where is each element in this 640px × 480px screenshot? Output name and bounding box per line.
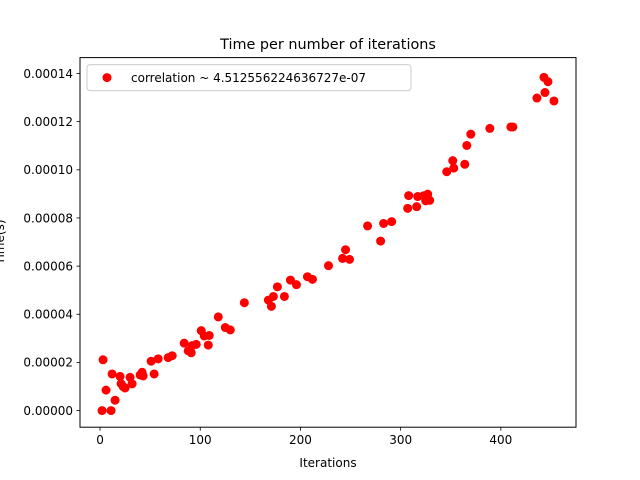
x-tick-label: 300 bbox=[389, 433, 412, 447]
data-point bbox=[213, 312, 223, 322]
data-point bbox=[110, 395, 120, 405]
data-point bbox=[149, 369, 159, 379]
data-point bbox=[460, 159, 470, 169]
data-point bbox=[291, 280, 301, 290]
data-point bbox=[462, 140, 472, 150]
data-point bbox=[146, 356, 156, 366]
data-point bbox=[425, 195, 435, 205]
data-point bbox=[204, 330, 214, 340]
x-tick-label: 100 bbox=[189, 433, 212, 447]
legend: correlation ~ 4.512556224636727e-07 bbox=[86, 64, 412, 92]
data-point bbox=[412, 202, 422, 212]
y-tick-label: 0.00008 bbox=[23, 211, 73, 225]
chart-title: Time per number of iterations bbox=[219, 37, 436, 53]
legend-box bbox=[86, 64, 412, 92]
y-tick-label: 0.00014 bbox=[23, 67, 73, 81]
data-point bbox=[448, 156, 458, 166]
data-point bbox=[485, 123, 495, 133]
legend-label: correlation ~ 4.512556224636727e-07 bbox=[131, 71, 366, 85]
data-point bbox=[307, 274, 317, 284]
data-point bbox=[239, 298, 249, 308]
data-point bbox=[115, 371, 125, 381]
x-tick-label: 400 bbox=[489, 433, 512, 447]
data-point bbox=[268, 291, 278, 301]
data-point bbox=[376, 236, 386, 246]
data-point bbox=[279, 291, 289, 301]
y-axis-ticks: 0.00000 0.00002 0.00004 0.00006 0.00008 0.000… bbox=[23, 67, 80, 418]
data-point bbox=[101, 385, 111, 395]
data-points bbox=[97, 72, 559, 416]
x-axis-label: Iterations bbox=[299, 456, 356, 470]
y-tick-label: 0.00006 bbox=[23, 259, 73, 273]
data-point bbox=[138, 371, 148, 381]
plot-frame bbox=[79, 57, 577, 428]
data-point bbox=[532, 93, 542, 103]
data-point bbox=[345, 254, 355, 264]
x-tick-label: 0 bbox=[96, 433, 104, 447]
x-axis-ticks: 0 100 200 300 400 bbox=[96, 427, 512, 447]
y-axis-label: Time(s) bbox=[0, 220, 7, 266]
data-point bbox=[403, 203, 413, 213]
data-point bbox=[179, 338, 189, 348]
legend-marker bbox=[102, 73, 112, 83]
data-point bbox=[203, 340, 213, 350]
data-point bbox=[363, 221, 373, 231]
data-point bbox=[106, 406, 116, 416]
data-point bbox=[324, 261, 333, 271]
data-point bbox=[127, 379, 137, 389]
data-point bbox=[107, 369, 117, 379]
y-tick-label: 0.00002 bbox=[23, 356, 73, 370]
data-point bbox=[120, 383, 130, 393]
data-point bbox=[442, 167, 452, 177]
data-point bbox=[186, 348, 196, 358]
data-point bbox=[540, 88, 550, 98]
data-point bbox=[191, 339, 201, 349]
y-tick-label: 0.00000 bbox=[23, 404, 73, 418]
data-point bbox=[379, 219, 389, 228]
data-point bbox=[404, 191, 414, 201]
data-point bbox=[167, 351, 177, 361]
x-tick-label: 200 bbox=[289, 433, 312, 447]
data-point bbox=[549, 96, 559, 106]
data-point bbox=[225, 325, 235, 335]
y-tick-label: 0.00004 bbox=[23, 308, 73, 322]
data-point bbox=[97, 406, 107, 416]
data-point bbox=[449, 163, 459, 173]
data-point bbox=[508, 122, 518, 132]
data-point bbox=[466, 129, 476, 139]
data-point bbox=[98, 355, 108, 365]
data-point bbox=[341, 245, 351, 255]
data-point bbox=[338, 253, 348, 263]
data-point bbox=[272, 282, 282, 292]
data-point bbox=[387, 217, 397, 227]
data-point bbox=[543, 77, 553, 87]
y-tick-label: 0.00010 bbox=[23, 163, 73, 177]
data-point bbox=[153, 354, 163, 364]
y-tick-label: 0.00012 bbox=[23, 115, 73, 129]
data-point bbox=[266, 301, 276, 311]
